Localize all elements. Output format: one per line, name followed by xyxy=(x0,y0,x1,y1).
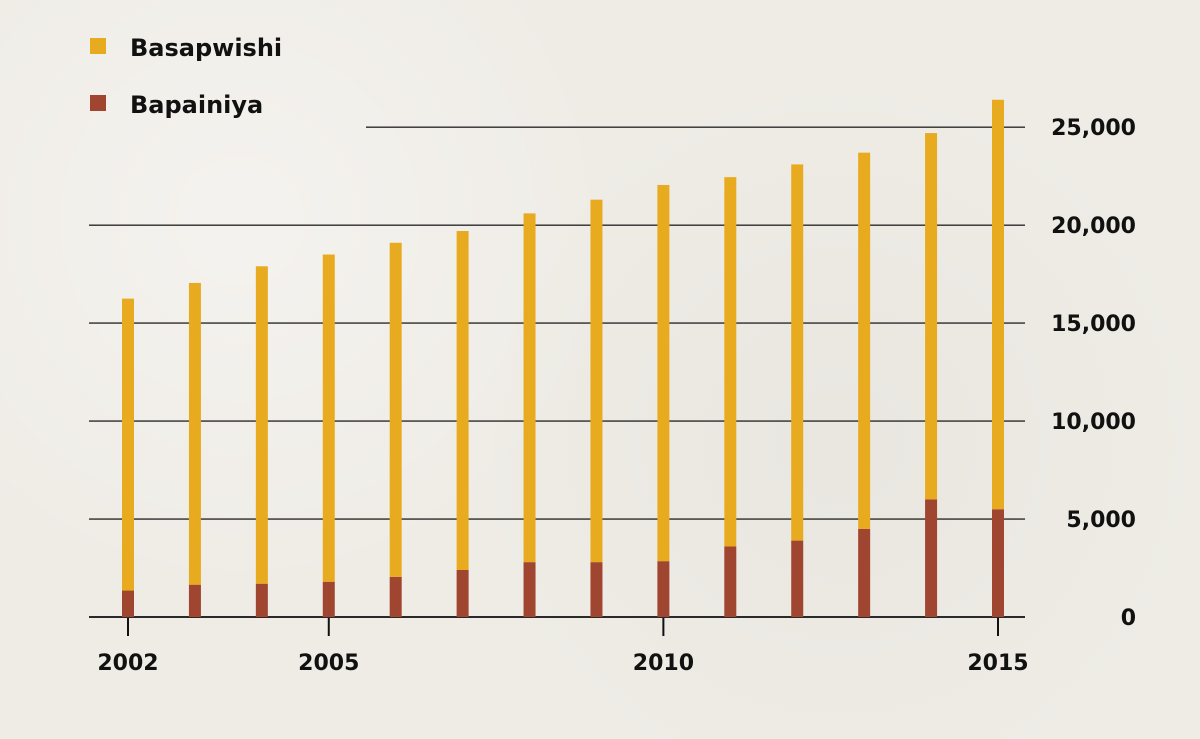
bar-basapwishi-2009 xyxy=(590,199,603,563)
bars xyxy=(122,99,1004,617)
bar-basapwishi-2005 xyxy=(322,254,335,582)
legend-label-bapainiya: Bapainiya xyxy=(130,91,263,119)
y-tick-label-20000: 20,000 xyxy=(1051,214,1136,239)
bar-bapainiya-2010 xyxy=(657,561,670,617)
bar-bapainiya-2014 xyxy=(925,499,938,617)
bar-basapwishi-2015 xyxy=(992,99,1004,510)
bar-bapainiya-2004 xyxy=(255,583,268,617)
bar-basapwishi-2004 xyxy=(255,266,268,584)
bar-basapwishi-2010 xyxy=(657,184,670,562)
bar-bapainiya-2002 xyxy=(122,590,134,617)
bar-bapainiya-2006 xyxy=(389,576,402,617)
x-tick-label-2002: 2002 xyxy=(97,651,158,676)
y-tick-label-25000: 25,000 xyxy=(1051,116,1136,141)
bar-basapwishi-2008 xyxy=(523,213,536,563)
bar-basapwishi-2003 xyxy=(188,282,201,585)
bar-bapainiya-2003 xyxy=(188,584,201,617)
bar-bapainiya-2005 xyxy=(322,581,335,617)
y-tick-label-0: 0 xyxy=(1121,606,1136,631)
bar-basapwishi-2002 xyxy=(122,298,134,591)
bar-bapainiya-2008 xyxy=(523,562,536,617)
grid-lines xyxy=(89,126,1025,618)
bar-basapwishi-2006 xyxy=(389,242,402,577)
y-tick-label-5000: 5,000 xyxy=(1066,508,1136,533)
legend: Basapwishi Bapainiya xyxy=(90,34,282,119)
bar-basapwishi-2011 xyxy=(724,177,737,547)
legend-label-basapwishi: Basapwishi xyxy=(130,34,282,62)
bar-basapwishi-2013 xyxy=(858,152,871,529)
legend-swatch-bapainiya xyxy=(90,95,106,111)
y-tick-label-15000: 15,000 xyxy=(1051,312,1136,337)
bar-bapainiya-2013 xyxy=(858,528,871,617)
axes: 0 5,000 10,000 15,000 20,000 25,000 2002 2005 20… xyxy=(97,116,1136,676)
x-tick-label-2015: 2015 xyxy=(967,651,1028,676)
legend-swatch-basapwishi xyxy=(90,38,106,54)
bar-basapwishi-2014 xyxy=(925,133,938,500)
bar-bapainiya-2011 xyxy=(724,546,737,617)
x-tick-label-2010: 2010 xyxy=(633,651,694,676)
bar-bapainiya-2015 xyxy=(992,509,1004,617)
bar-bapainiya-2007 xyxy=(456,569,469,617)
y-tick-label-10000: 10,000 xyxy=(1051,410,1136,435)
bar-bapainiya-2012 xyxy=(791,540,804,617)
bar-bapainiya-2009 xyxy=(590,562,603,617)
x-tick-label-2005: 2005 xyxy=(298,651,359,676)
bar-basapwishi-2007 xyxy=(456,231,469,570)
bar-basapwishi-2012 xyxy=(791,164,804,541)
